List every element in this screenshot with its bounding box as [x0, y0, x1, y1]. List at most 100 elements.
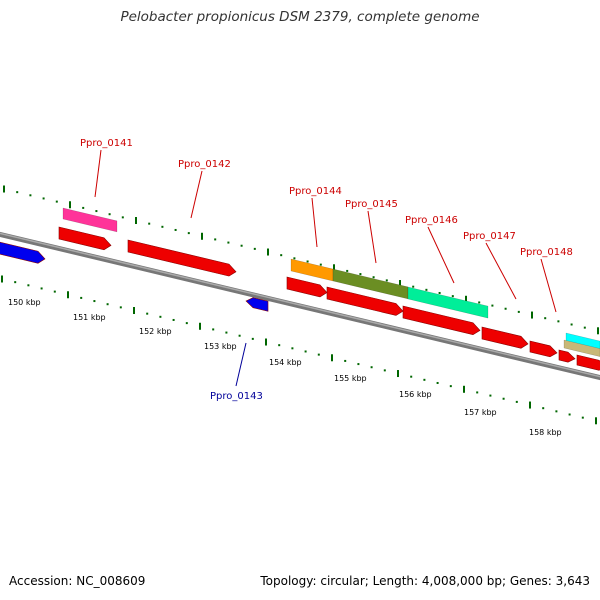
outer-ring-minor-tick — [121, 216, 124, 219]
leader-ppro-0143 — [235, 342, 247, 387]
gene-label-ppro-0143[interactable]: Ppro_0143 — [210, 391, 263, 402]
leader-ppro-0142 — [190, 170, 203, 219]
genome-backbone-highlight — [0, 232, 600, 378]
inner-ring-minor-tick — [40, 287, 43, 290]
outer-ring-minor-tick — [412, 285, 415, 288]
inner-ring-minor-tick — [555, 410, 558, 413]
inner-ring-minor-tick — [515, 400, 518, 403]
outer-ring-major-tick — [531, 311, 533, 319]
cds-arrow-reverse-edge[interactable] — [0, 241, 46, 264]
cds-arrow-ppro-0144[interactable] — [286, 276, 328, 298]
scale-label-150: 150 kbp — [8, 298, 41, 307]
cds-arrow-ppro-0145[interactable] — [326, 286, 404, 316]
outer-ring-minor-tick — [55, 200, 58, 203]
cds-arrow-next-2[interactable] — [576, 354, 600, 371]
inner-ring-minor-tick — [27, 284, 30, 287]
outer-ring-minor-tick — [82, 206, 85, 209]
inner-ring-minor-tick — [568, 413, 571, 416]
inner-ring-minor-tick — [238, 334, 241, 337]
inner-ring-minor-tick — [159, 315, 162, 318]
inner-ring-major-tick — [463, 385, 465, 393]
outer-ring-minor-tick — [16, 191, 19, 194]
inner-ring-minor-tick — [383, 369, 386, 372]
genome-backbone — [0, 231, 600, 381]
scale-label-152: 152 kbp — [139, 327, 172, 336]
outer-ring-minor-tick — [451, 295, 454, 298]
outer-ring-minor-tick — [293, 257, 296, 260]
gene-label-ppro-0145[interactable]: Ppro_0145 — [345, 199, 398, 210]
scale-label-151: 151 kbp — [73, 313, 106, 322]
leader-ppro-0147 — [485, 242, 517, 300]
outer-ring-major-tick — [3, 185, 5, 193]
cds-arrow-ppro-0148[interactable] — [529, 340, 558, 358]
cds-arrow-ppro-0141[interactable] — [58, 226, 112, 251]
outer-ring-major-tick — [267, 248, 269, 256]
cds-arrow-ppro-0146[interactable] — [402, 305, 481, 336]
inner-ring-major-tick — [331, 354, 333, 362]
outer-ring-minor-tick — [240, 244, 243, 247]
cds-arrow-ppro-0143[interactable] — [245, 297, 269, 312]
outer-ring-minor-tick — [517, 310, 520, 313]
inner-ring-major-tick — [529, 401, 531, 409]
leader-ppro-0148 — [540, 258, 557, 313]
feature-block-cyan[interactable] — [565, 332, 600, 351]
outer-ring-major-tick — [135, 217, 137, 225]
inner-tick-ring — [1, 275, 597, 425]
outer-ring-minor-tick — [346, 269, 349, 272]
feature-block-magenta[interactable] — [62, 207, 118, 233]
outer-ring-minor-tick — [108, 213, 111, 216]
inner-ring-minor-tick — [106, 303, 109, 306]
cds-arrow-next-1[interactable] — [558, 349, 576, 363]
outer-ring-minor-tick — [319, 263, 322, 266]
inner-ring-minor-tick — [291, 347, 294, 350]
outer-ring-minor-tick — [280, 254, 283, 257]
outer-ring-major-tick — [69, 201, 71, 209]
outer-ring-minor-tick — [95, 210, 98, 213]
scale-label-154: 154 kbp — [269, 358, 302, 367]
outer-ring-minor-tick — [161, 225, 164, 228]
feature-block-tan[interactable] — [563, 339, 600, 357]
outer-ring-minor-tick — [214, 238, 217, 241]
inner-ring-minor-tick — [185, 322, 188, 325]
inner-ring-minor-tick — [476, 391, 479, 394]
feature-block-green[interactable] — [407, 286, 489, 319]
outer-ring-minor-tick — [227, 241, 230, 244]
gene-label-ppro-0146[interactable]: Ppro_0146 — [405, 215, 458, 226]
outer-ring-minor-tick — [385, 279, 388, 282]
gene-label-ppro-0141[interactable]: Ppro_0141 — [80, 138, 133, 149]
map-title: Pelobacter propionicus DSM 2379, complet… — [120, 9, 480, 25]
outer-ring-minor-tick — [359, 273, 362, 276]
scale-label-156: 156 kbp — [399, 390, 432, 399]
inner-ring-minor-tick — [278, 344, 281, 347]
scale-label-157: 157 kbp — [464, 408, 497, 417]
outer-ring-minor-tick — [306, 260, 309, 263]
outer-ring-minor-tick — [42, 197, 45, 200]
feature-track — [62, 207, 600, 357]
inner-ring-minor-tick — [53, 290, 56, 293]
feature-block-orange[interactable] — [290, 258, 334, 282]
cds-arrow-ppro-0147[interactable] — [481, 326, 529, 349]
inner-ring-minor-tick — [344, 359, 347, 362]
inner-ring-major-tick — [397, 370, 399, 378]
inner-ring-minor-tick — [146, 312, 149, 315]
gene-label-ppro-0148[interactable]: Ppro_0148 — [520, 247, 573, 258]
gene-label-ppro-0144[interactable]: Ppro_0144 — [289, 186, 342, 197]
outer-ring-minor-tick — [29, 194, 32, 197]
gene-label-ppro-0142[interactable]: Ppro_0142 — [178, 159, 231, 170]
outer-ring-minor-tick — [504, 307, 507, 310]
inner-ring-major-tick — [265, 338, 267, 346]
inner-ring-minor-tick — [449, 385, 452, 388]
gene-labels: Ppro_0141 Ppro_0142 Ppro_0143 Ppro_0144 … — [80, 138, 573, 402]
scale-label-153: 153 kbp — [204, 342, 237, 351]
inner-ring-minor-tick — [357, 363, 360, 366]
inner-ring-minor-tick — [542, 407, 545, 410]
gene-label-ppro-0147[interactable]: Ppro_0147 — [463, 231, 516, 242]
cds-arrow-ppro-0142[interactable] — [127, 239, 237, 277]
inner-ring-minor-tick — [80, 296, 83, 299]
footer-summary: Topology: circular; Length: 4,008,000 bp… — [260, 574, 590, 588]
inner-ring-minor-tick — [251, 337, 254, 340]
label-leaders — [94, 149, 557, 387]
inner-ring-major-tick — [595, 417, 597, 425]
